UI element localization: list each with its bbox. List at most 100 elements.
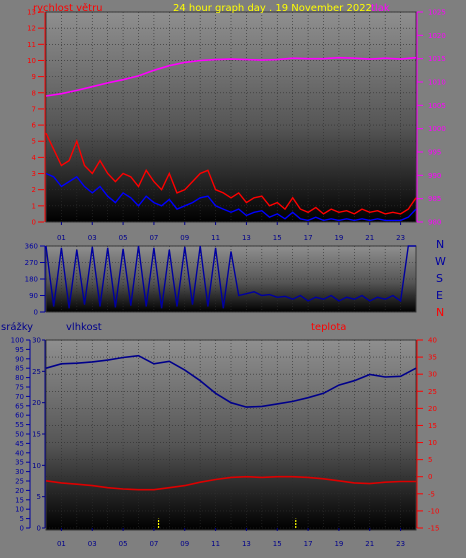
x-tick-label: 19 [334, 540, 343, 548]
humidity-y-tick-label: 5 [37, 493, 41, 501]
compass-n-bottom: N [436, 306, 444, 319]
rain-y-tick-label: 20 [15, 487, 24, 495]
wind-y-tick-label: 6 [32, 122, 37, 130]
pressure-line [45, 56, 417, 97]
pressure-y-tick-label: 1010 [428, 79, 446, 87]
wind-y-tick-label: 3 [32, 170, 36, 178]
wind-y-tick-label: 8 [32, 89, 36, 97]
rain-y-tick-label: 5 [20, 515, 24, 523]
x-tick-label: 03 [88, 540, 97, 548]
x-tick-label: 23 [396, 234, 405, 242]
wind-y-tick-label: 4 [32, 154, 37, 162]
x-tick-label: 09 [180, 540, 189, 548]
temperature-y-tick-label: -10 [428, 507, 439, 515]
rain-y-tick-label: 50 [15, 431, 24, 439]
wind-y-tick-label: 2 [32, 186, 36, 194]
pressure-y-tick-label: 990 [428, 172, 441, 180]
x-tick-label: 15 [273, 234, 282, 242]
temperature-line [45, 475, 416, 491]
direction-y-tick-label: 360 [25, 243, 38, 251]
pressure-y-tick-label: 1005 [428, 102, 446, 110]
direction-y-tick-label: 0 [34, 309, 38, 317]
x-tick-label: 07 [149, 540, 158, 548]
pressure-y-tick-label: 985 [428, 195, 441, 203]
humidity-y-tick-label: 15 [32, 431, 41, 439]
wind-speed-axis-title: rychlost větru [33, 2, 103, 14]
humidity-y-tick-label: 10 [32, 462, 41, 470]
temperature-y-tick-label: 10 [428, 439, 437, 447]
pressure-y-tick-label: 1020 [428, 32, 446, 40]
humidity-y-tick-label: 0 [37, 525, 41, 533]
pressure-axis-title: tlak [371, 3, 390, 14]
temperature-y-tick-label: 25 [428, 388, 437, 396]
rain-axis-title: srážky [1, 321, 33, 333]
pressure-y-tick-label: 1015 [428, 55, 446, 63]
temperature-y-tick-label: -5 [428, 490, 435, 498]
rain-y-tick-label: 75 [15, 384, 24, 392]
x-tick-label: 07 [149, 234, 158, 242]
rain-y-tick-label: 40 [15, 449, 24, 457]
series-layer [45, 56, 417, 528]
x-tick-label: 01 [57, 540, 66, 548]
wind-y-tick-label: 10 [27, 57, 36, 65]
temperature-y-tick-label: -15 [428, 525, 439, 533]
x-tick-label: 17 [304, 234, 313, 242]
wind-gust-line [45, 172, 417, 222]
wind-speed-line [45, 132, 417, 215]
x-tick-label: 03 [88, 234, 97, 242]
humidity-plot-area [45, 339, 417, 531]
x-tick-label: 13 [242, 234, 251, 242]
compass-e: E [436, 289, 443, 302]
temperature-y-tick-label: 0 [428, 473, 432, 481]
x-tick-label: 11 [211, 234, 220, 242]
wind-y-tick-label: 11 [27, 41, 36, 49]
axis-layer: 0123456789101112139809859909951000100510… [11, 9, 446, 549]
rain-y-tick-label: 60 [15, 412, 24, 420]
wind-y-tick-label: 0 [32, 219, 36, 227]
rain-y-tick-label: 95 [15, 346, 24, 354]
wind-y-tick-label: 5 [32, 138, 36, 146]
rain-y-tick-label: 80 [15, 374, 24, 382]
rain-y-tick-label: 70 [15, 393, 24, 401]
x-tick-label: 15 [273, 540, 282, 548]
rain-y-tick-label: 55 [15, 421, 24, 429]
humidity-y-tick-label: 20 [32, 399, 41, 407]
x-tick-label: 05 [119, 540, 128, 548]
direction-y-tick-label: 90 [29, 292, 38, 300]
wind-y-tick-label: 13 [27, 9, 36, 17]
temperature-y-tick-label: 35 [428, 354, 437, 362]
rain-y-tick-label: 25 [15, 478, 24, 486]
pressure-y-tick-label: 1025 [428, 9, 446, 17]
x-tick-label: 13 [242, 540, 251, 548]
wind-y-tick-label: 1 [32, 202, 36, 210]
direction-y-tick-label: 180 [25, 276, 38, 284]
x-tick-label: 23 [396, 540, 405, 548]
rain-y-tick-label: 0 [20, 525, 24, 533]
compass-w: W [435, 255, 446, 268]
x-tick-label: 09 [180, 234, 189, 242]
x-tick-label: 17 [304, 540, 313, 548]
humidity-y-tick-label: 25 [32, 368, 41, 376]
x-tick-label: 01 [57, 234, 66, 242]
x-tick-label: 11 [211, 540, 220, 548]
wind-y-tick-label: 12 [27, 25, 36, 33]
humidity-y-tick-label: 30 [32, 337, 41, 345]
humidity-axis-title: vlhkost [66, 322, 102, 333]
compass-n-top: N [436, 238, 444, 251]
x-tick-label: 21 [365, 540, 374, 548]
rain-y-tick-label: 30 [15, 468, 24, 476]
temperature-y-tick-label: 40 [428, 337, 437, 345]
pressure-y-tick-label: 995 [428, 149, 441, 157]
rain-y-tick-label: 45 [15, 440, 24, 448]
wind-direction-line [45, 245, 416, 309]
temperature-y-tick-label: 15 [428, 422, 437, 430]
chart-title: 24 hour graph day . 19 November 2022 [173, 3, 372, 14]
rain-y-tick-label: 90 [15, 355, 24, 363]
x-tick-label: 05 [119, 234, 128, 242]
direction-y-tick-label: 270 [25, 259, 38, 267]
rain-y-tick-label: 100 [11, 337, 24, 345]
rain-y-tick-label: 85 [15, 365, 24, 373]
rain-y-tick-label: 15 [15, 496, 24, 504]
